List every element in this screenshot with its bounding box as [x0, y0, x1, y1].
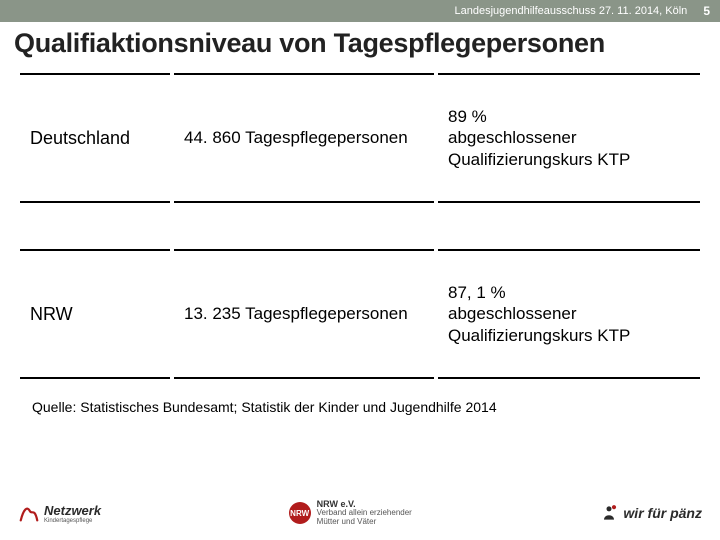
qualification-table: Deutschland 44. 860 Tagespflegepersonen … — [16, 73, 704, 379]
logo-wfp-text: wir für pänz — [623, 505, 702, 521]
cell-region: Deutschland — [20, 73, 170, 203]
cell-qual: 89 %abgeschlossener Qualifizierungskurs … — [438, 73, 700, 203]
footer-logos: Netzwerk Kindertagespflege NRW NRW e.V. … — [0, 492, 720, 534]
table-row: Deutschland 44. 860 Tagespflegepersonen … — [20, 73, 700, 203]
title-container: Qualifiaktionsniveau von Tagespflegepers… — [0, 22, 720, 69]
cell-qual: 87, 1 %abgeschlossener Qualifizierungsku… — [438, 249, 700, 379]
paenz-icon — [599, 503, 619, 523]
header-bar: Landesjugendhilfeausschuss 27. 11. 2014,… — [0, 0, 720, 22]
slide: Landesjugendhilfeausschuss 27. 11. 2014,… — [0, 0, 720, 540]
logo-netzwerk: Netzwerk Kindertagespflege — [18, 502, 101, 524]
logo-vamv: NRW NRW e.V. Verband allein erziehenderM… — [289, 499, 412, 527]
cell-count: 44. 860 Tagespflegepersonen — [174, 73, 434, 203]
logo-vamv-sub: Verband allein erziehenderMütter und Vät… — [317, 509, 412, 527]
row-gap — [20, 203, 700, 249]
slide-title: Qualifiaktionsniveau von Tagespflegepers… — [14, 28, 706, 59]
cell-region: NRW — [20, 249, 170, 379]
content-area: Deutschland 44. 860 Tagespflegepersonen … — [0, 69, 720, 540]
page-number: 5 — [703, 4, 710, 18]
header-context: Landesjugendhilfeausschuss 27. 11. 2014,… — [455, 5, 688, 17]
nrw-badge-icon: NRW — [289, 502, 311, 524]
netzwerk-icon — [18, 502, 40, 524]
cell-count: 13. 235 Tagespflegepersonen — [174, 249, 434, 379]
source-line: Quelle: Statistisches Bundesamt; Statist… — [16, 379, 704, 415]
logo-netzwerk-sub: Kindertagespflege — [44, 518, 101, 524]
table-row: NRW 13. 235 Tagespflegepersonen 87, 1 %a… — [20, 249, 700, 379]
logo-netzwerk-text: Netzwerk — [44, 503, 101, 518]
logo-wirfuerpaenz: wir für pänz — [599, 503, 702, 523]
